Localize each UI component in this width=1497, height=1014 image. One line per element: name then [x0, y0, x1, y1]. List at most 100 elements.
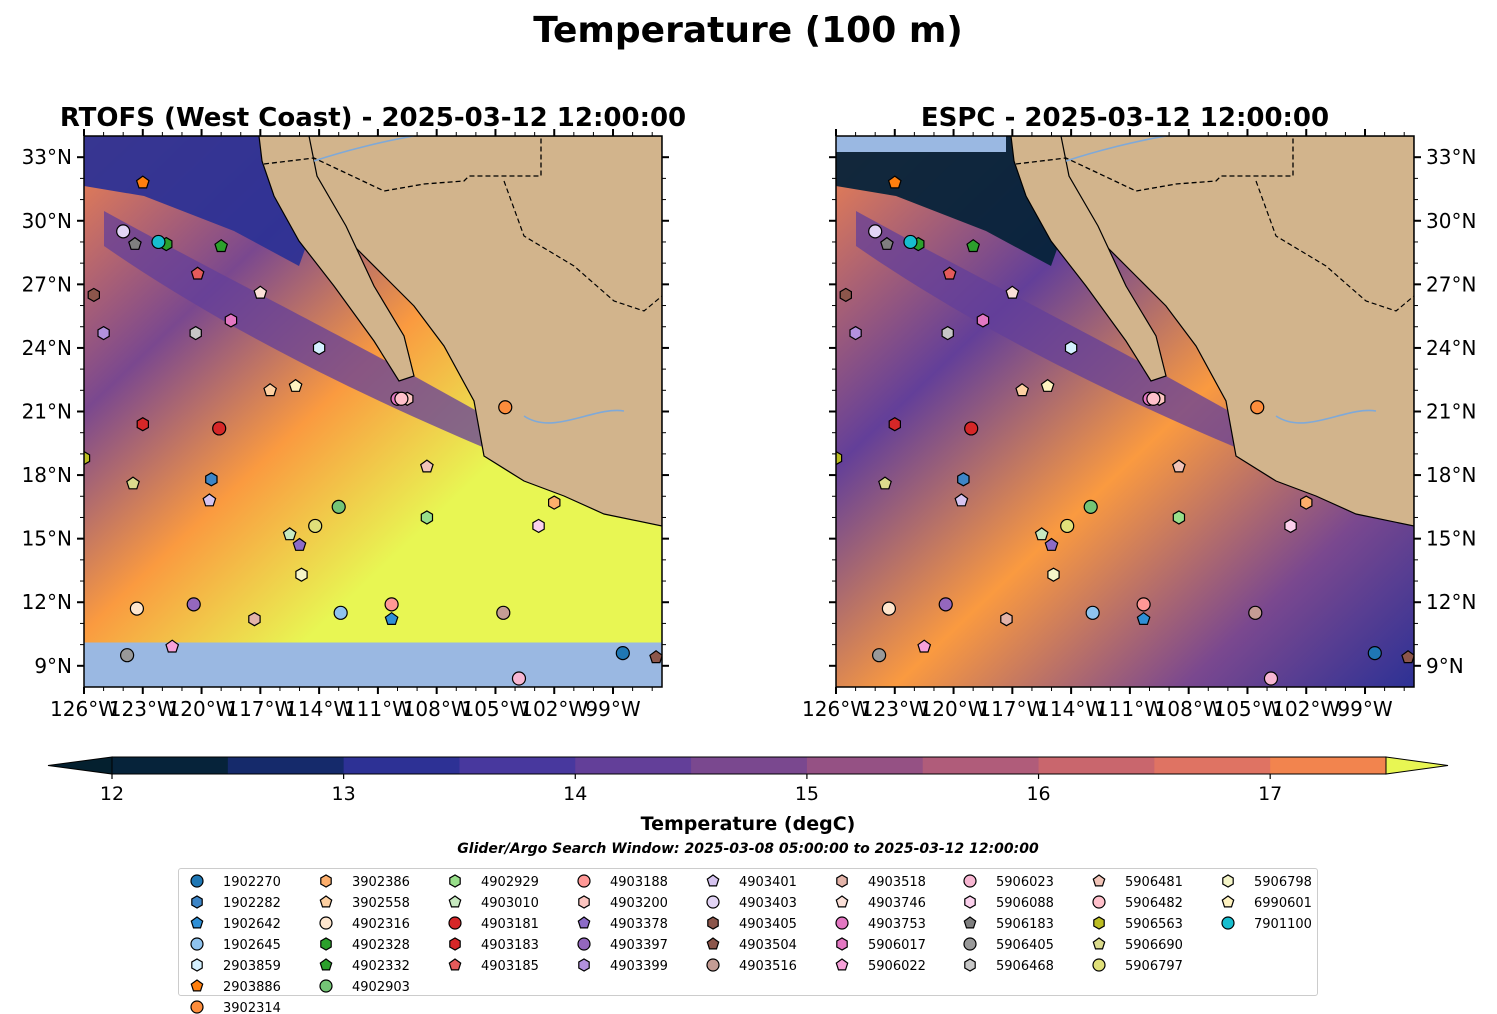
legend-marker: [190, 979, 204, 992]
legend-marker: [1092, 937, 1106, 950]
legend-label: 4903401: [739, 875, 797, 890]
legend-label: 5906798: [1254, 875, 1312, 890]
legend-label: 5906482: [1125, 896, 1183, 911]
legend-label: 5906690: [1125, 938, 1183, 953]
float-marker: [881, 601, 897, 616]
x-tick-label: 105°W: [1213, 697, 1281, 721]
legend-marker: [319, 979, 333, 993]
legend-marker: [1221, 916, 1235, 930]
legend-label: 5906023: [996, 875, 1054, 890]
float-marker: [420, 510, 434, 525]
legend-marker: [320, 937, 332, 951]
legend-label: 4903188: [610, 875, 668, 890]
legend-label: 4902332: [352, 959, 410, 974]
float-marker: [135, 175, 150, 189]
state-border: [503, 180, 662, 312]
legend-label: 4902328: [352, 938, 410, 953]
legend-label: 3902558: [352, 896, 410, 911]
river: [313, 136, 415, 162]
legend-marker: [448, 895, 462, 908]
legend-label: 3902386: [352, 875, 410, 890]
float-marker: [1171, 459, 1186, 473]
legend-label: 1902270: [223, 875, 281, 890]
float-marker: [1146, 391, 1161, 406]
float-marker: [97, 325, 110, 341]
float-marker: [84, 450, 91, 466]
float-marker: [212, 421, 227, 436]
legend-marker: [578, 958, 590, 972]
legend-label: 4903403: [739, 896, 797, 911]
float-marker: [292, 537, 307, 551]
float-marker: [87, 287, 100, 303]
x-tick-label: 108°W: [403, 697, 471, 721]
panel-title: RTOFS (West Coast) - 2025-03-12 12:00:00: [60, 103, 686, 133]
legend-marker: [319, 916, 333, 930]
legend-label: 4903185: [481, 959, 539, 974]
panel-rtofs: 126°W123°W120°W117°W114°W111°W108°W105°W…: [22, 103, 687, 721]
legend-label: 7901100: [1254, 917, 1312, 932]
x-tick-label: 123°W: [861, 697, 929, 721]
legend-label: 5906563: [1125, 917, 1183, 932]
legend-label: 4903010: [481, 896, 539, 911]
legend-marker: [190, 937, 204, 951]
float-marker: [1136, 597, 1151, 612]
x-tick-label: 120°W: [168, 697, 236, 721]
no-data-band: [836, 136, 1006, 152]
legend-marker: [190, 874, 204, 888]
colorbar-segment: [1154, 757, 1271, 774]
float-marker: [1015, 383, 1030, 397]
colorbar-segment: [806, 757, 924, 774]
legend-marker: [319, 895, 333, 908]
y-tick-label: 12°N: [22, 590, 72, 614]
baja-peninsula: [1010, 136, 1167, 382]
float-marker: [1248, 605, 1263, 620]
legend-label: 4903518: [868, 875, 926, 890]
float-marker: [941, 325, 954, 341]
float-marker: [887, 175, 902, 189]
legend-marker: [1221, 895, 1235, 908]
legend-marker: [319, 958, 333, 971]
legend-label: 5906797: [1125, 959, 1183, 974]
y-tick-label: 30°N: [22, 209, 72, 233]
colorbar-tick-label: 17: [1258, 783, 1282, 805]
float-marker: [964, 421, 979, 436]
x-tick-label: 111°W: [344, 697, 412, 721]
y-tick-label: 21°N: [22, 400, 72, 424]
y-tick-label: 30°N: [1426, 209, 1476, 233]
colorbar-tick-label: 14: [563, 783, 587, 805]
float-marker: [333, 605, 348, 620]
colorbar-extend-high: [1385, 756, 1449, 775]
float-marker: [263, 383, 278, 397]
float-marker: [384, 611, 399, 625]
panel-espc: 126°W123°W120°W117°W114°W111°W108°W105°W…: [802, 103, 1476, 721]
legend-label: 4902316: [352, 917, 410, 932]
y-tick-label: 33°N: [22, 145, 72, 169]
colorbar-frame: [111, 756, 1387, 775]
legend-marker: [963, 937, 977, 951]
x-tick-label: 99°W: [1337, 697, 1392, 721]
legend-marker: [963, 874, 977, 888]
float-legend: 1902270 1902282 1902642 1902645 2903859 29038…: [190, 874, 1312, 1014]
y-tick-label: 27°N: [1426, 272, 1476, 296]
x-tick-label: 120°W: [920, 697, 988, 721]
legend-marker: [707, 916, 719, 930]
float-marker: [1083, 499, 1098, 514]
colorbar-tick-label: 13: [332, 783, 356, 805]
legend-label: 2903859: [223, 959, 281, 974]
y-tick-label: 24°N: [22, 336, 72, 360]
legend-label: 4903405: [739, 917, 797, 932]
float-marker: [308, 518, 323, 534]
legend-marker: [1093, 916, 1105, 930]
legend-label: 5906468: [996, 959, 1054, 974]
legend-marker: [578, 895, 590, 909]
legend-marker: [836, 937, 848, 951]
y-tick-label: 18°N: [22, 463, 72, 487]
float-marker: [129, 601, 145, 616]
float-marker: [1005, 285, 1020, 299]
float-marker: [331, 499, 346, 514]
float-marker: [190, 266, 205, 280]
legend-marker: [449, 874, 461, 888]
float-marker: [253, 285, 268, 299]
x-tick-label: 114°W: [1037, 697, 1105, 721]
float-marker: [888, 417, 901, 432]
